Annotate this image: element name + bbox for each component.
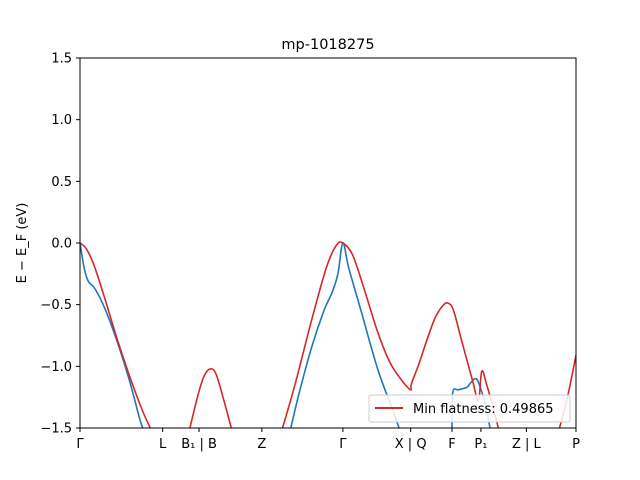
plot-frame (79, 57, 577, 429)
y-tick-label: 1.5 (51, 52, 72, 67)
band-1-segment-1 (80, 242, 144, 428)
y-tick-label: −0.5 (40, 298, 72, 313)
x-tick-label: Z (257, 437, 266, 452)
x-tick-label: Γ (76, 437, 84, 452)
x-tick-label: F (448, 437, 455, 452)
x-tick-label: Z | L (512, 437, 542, 452)
band-1-segment-2 (290, 242, 400, 428)
x-tick-label: Γ (339, 437, 347, 452)
legend: Min flatness: 0.49865 (368, 394, 571, 423)
y-tick-label: 0.0 (51, 237, 72, 252)
x-tick-label: X | Q (395, 437, 427, 452)
y-tick-label: −1.0 (40, 360, 72, 375)
x-tick-label: P₁ (474, 437, 487, 452)
x-tick-label: L (159, 437, 167, 452)
band-2-segment-2 (189, 367, 233, 428)
y-axis-label: E − E_F (eV) (15, 203, 30, 284)
y-axis-ticks: 1.5 1.0 0.5 0.0 −0.5 −1.0 −1.5 (40, 52, 80, 437)
legend-box (368, 394, 571, 423)
y-tick-label: 1.0 (51, 113, 72, 128)
chart-title: mp-1018275 (281, 37, 374, 53)
x-tick-label: B₁ | B (181, 437, 217, 452)
legend-label: Min flatness: 0.49865 (413, 402, 554, 417)
y-tick-label: −1.5 (40, 422, 72, 437)
y-tick-label: 0.5 (51, 175, 72, 190)
x-tick-label: P (572, 437, 580, 452)
x-axis-ticks: Γ L B₁ | B Z Γ X | Q F P₁ Z | L P (76, 428, 580, 452)
band-2-segment-1 (80, 242, 152, 428)
